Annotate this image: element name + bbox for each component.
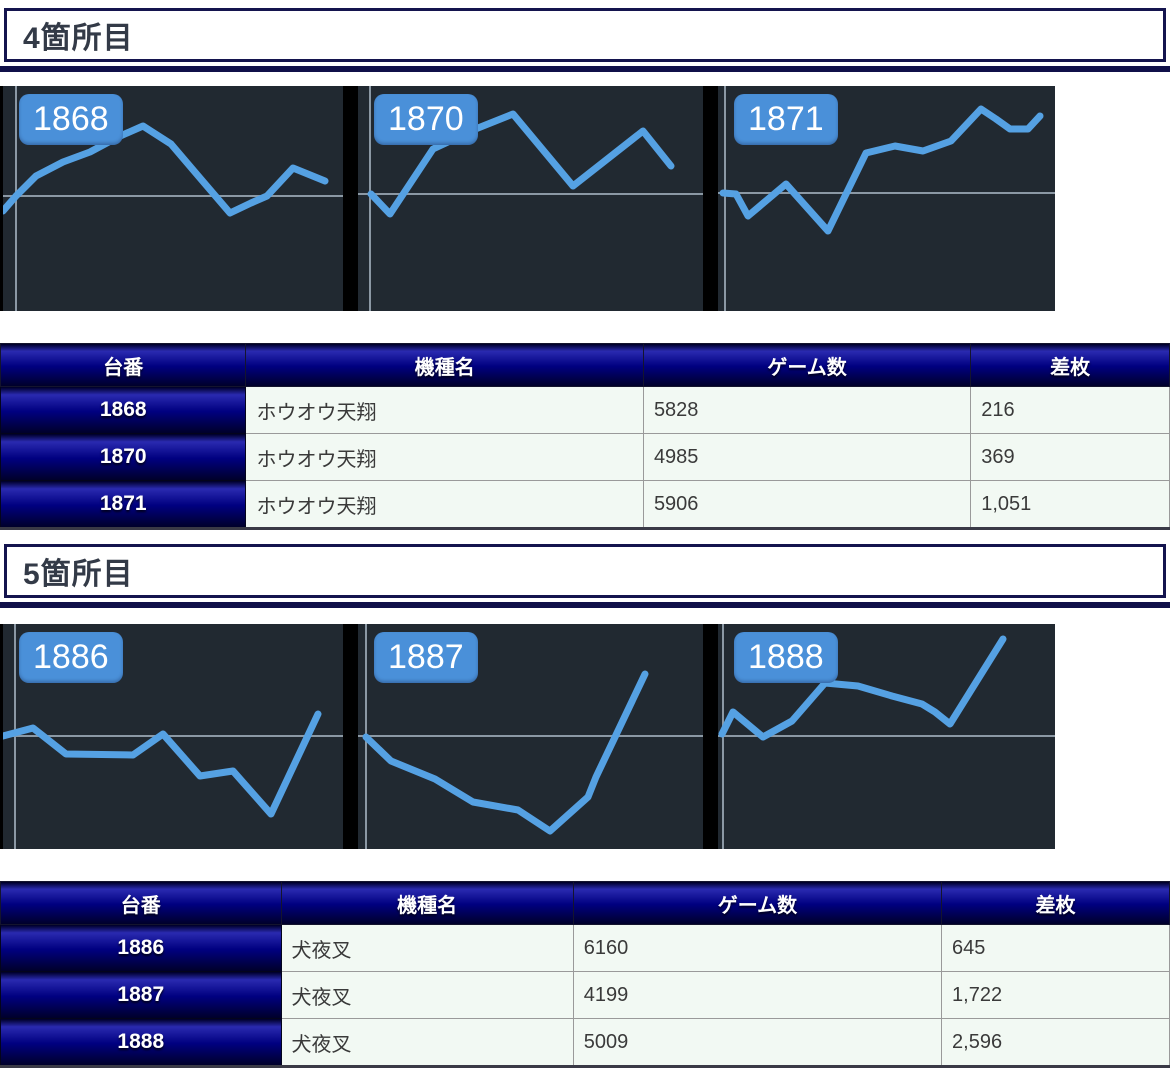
graph-strip: 1868 1870 1871 (0, 86, 1055, 311)
column-header: 機種名 (280, 881, 574, 925)
slump-graph-panel: 1870 (358, 86, 703, 311)
section-title: 5箇所目 (23, 558, 134, 591)
slump-graph (358, 86, 703, 311)
data-cell: 5906 (642, 480, 972, 529)
slump-graph-panel: 1887 (358, 624, 703, 849)
section-5: 5箇所目 1886 1887 1888 台番 機種名 ゲーム数 差枚 1886 犬夜叉 6160… (0, 544, 1170, 1068)
machine-number-badge: 1870 (374, 94, 478, 145)
data-cell: 1,722 (941, 971, 1170, 1019)
payout-trend-line (362, 670, 649, 835)
payout-trend-line (719, 105, 1044, 235)
data-cell: 5009 (572, 1018, 943, 1067)
data-cell: 216 (970, 386, 1170, 434)
column-header: ゲーム数 (572, 881, 943, 925)
slump-graph (718, 624, 1055, 849)
data-cell: 1,051 (970, 480, 1170, 529)
column-header: 差枚 (970, 343, 1170, 387)
table-row: 1886 犬夜叉 6160 645 (0, 924, 1170, 972)
section-title: 4箇所目 (23, 22, 134, 55)
data-cell: ホウオウ天翔 (245, 386, 644, 434)
section-4: 4箇所目 1868 1870 1871 台番 機種名 ゲーム数 差枚 1868 ホウオウ天翔 5… (0, 8, 1170, 530)
data-cell: 2,596 (941, 1018, 1170, 1067)
column-header: ゲーム数 (642, 343, 972, 387)
table-header-row: 台番 機種名 ゲーム数 差枚 (0, 343, 1170, 387)
column-header: 台番 (0, 881, 282, 925)
machine-number-cell: 1886 (0, 924, 282, 972)
column-header: 機種名 (245, 343, 644, 387)
machine-number-badge: 1871 (734, 94, 838, 145)
data-cell: 4985 (642, 433, 972, 481)
slump-graph-panel: 1888 (718, 624, 1055, 849)
payout-trend-line (367, 110, 675, 218)
machine-data-table: 台番 機種名 ゲーム数 差枚 1868 ホウオウ天翔 5828 216 1870 ホウオウ天翔 49… (0, 343, 1170, 530)
section-divider (0, 602, 1170, 608)
machine-number-cell: 1868 (0, 386, 247, 434)
slump-graph (3, 86, 343, 311)
data-cell: 369 (970, 433, 1170, 481)
slump-graph (358, 624, 703, 849)
data-cell: 6160 (572, 924, 943, 972)
machine-number-badge: 1887 (374, 632, 478, 683)
data-cell: 5828 (642, 386, 972, 434)
data-cell: 645 (941, 924, 1170, 972)
graph-strip: 1886 1887 1888 (0, 624, 1055, 849)
machine-number-badge: 1886 (19, 632, 123, 683)
slump-graph (3, 624, 343, 849)
data-cell: 犬夜叉 (280, 971, 574, 1019)
table-row: 1871 ホウオウ天翔 5906 1,051 (0, 480, 1170, 529)
data-cell: 犬夜叉 (280, 924, 574, 972)
slump-graph-panel: 1868 (3, 86, 343, 311)
column-header: 差枚 (941, 881, 1170, 925)
section-header-box: 5箇所目 (4, 544, 1166, 598)
machine-number-cell: 1871 (0, 480, 247, 529)
machine-number-badge: 1888 (734, 632, 838, 683)
data-cell: 4199 (572, 971, 943, 1019)
machine-number-cell: 1887 (0, 971, 282, 1019)
machine-number-cell: 1888 (0, 1018, 282, 1067)
table-row: 1868 ホウオウ天翔 5828 216 (0, 386, 1170, 434)
table-row: 1887 犬夜叉 4199 1,722 (0, 971, 1170, 1019)
slump-graph-panel: 1886 (3, 624, 343, 849)
section-divider (0, 66, 1170, 72)
table-row: 1888 犬夜叉 5009 2,596 (0, 1018, 1170, 1067)
table-header-row: 台番 機種名 ゲーム数 差枚 (0, 881, 1170, 925)
slump-graph (718, 86, 1055, 311)
payout-trend-line (3, 122, 329, 217)
table-row: 1870 ホウオウ天翔 4985 369 (0, 433, 1170, 481)
slump-graph-panel: 1871 (718, 86, 1055, 311)
section-header-box: 4箇所目 (4, 8, 1166, 62)
machine-number-cell: 1870 (0, 433, 247, 481)
machine-number-badge: 1868 (19, 94, 123, 145)
column-header: 台番 (0, 343, 247, 387)
payout-trend-line (3, 710, 322, 818)
machine-data-table: 台番 機種名 ゲーム数 差枚 1886 犬夜叉 6160 645 1887 犬夜叉 4199 1,72… (0, 881, 1170, 1068)
data-cell: ホウオウ天翔 (245, 480, 644, 529)
payout-trend-line (718, 635, 1007, 741)
data-cell: 犬夜叉 (280, 1018, 574, 1067)
data-cell: ホウオウ天翔 (245, 433, 644, 481)
